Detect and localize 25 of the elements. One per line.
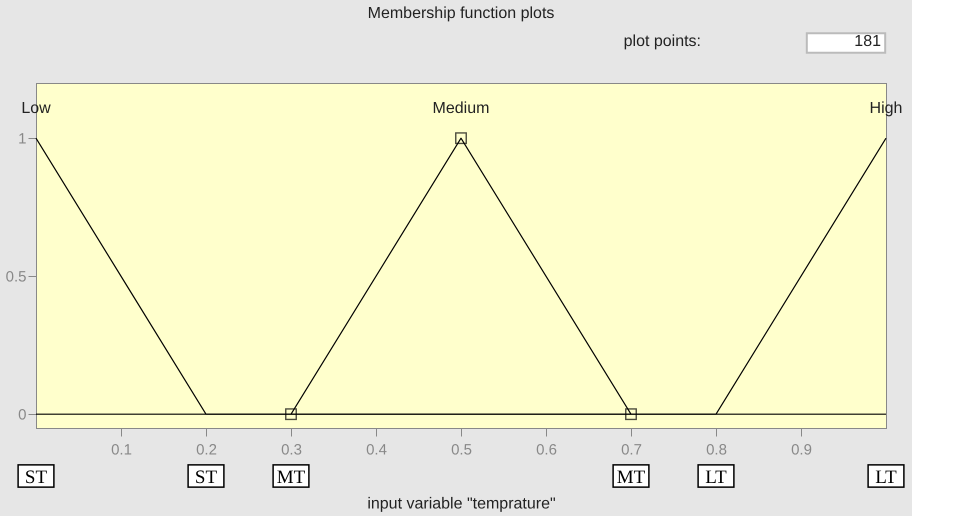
x-axis-title: input variable "temprature" bbox=[367, 496, 556, 512]
text: ST bbox=[24, 467, 48, 488]
x-tick-label: 0.7 bbox=[621, 442, 642, 458]
x-tick-label: 0.8 bbox=[706, 442, 727, 458]
x-tick-label: 0.6 bbox=[536, 442, 557, 458]
text: ST bbox=[194, 467, 218, 488]
x-tick-label: 0.3 bbox=[281, 442, 302, 458]
text: plot points: bbox=[624, 33, 701, 50]
text: MT bbox=[616, 467, 646, 488]
series-label: Low bbox=[21, 100, 52, 118]
x-tick-label: 0.1 bbox=[111, 442, 132, 458]
x-tick-label: 0.5 bbox=[451, 442, 472, 458]
x-tick-label: 0.9 bbox=[791, 442, 812, 458]
x-tick-label: 0.4 bbox=[366, 442, 387, 458]
series-label: High bbox=[870, 100, 902, 118]
series-label: Medium bbox=[432, 100, 490, 118]
chart-title: Membership function plots bbox=[368, 5, 554, 22]
text: MT bbox=[276, 467, 306, 488]
text: LT bbox=[875, 467, 898, 488]
x-tick-label: 0.2 bbox=[196, 442, 217, 458]
text: 181 bbox=[854, 33, 882, 50]
y-tick-label: 0 bbox=[18, 406, 26, 424]
y-tick-label: 1 bbox=[18, 130, 26, 148]
y-tick-label: 0.5 bbox=[6, 268, 26, 286]
text: LT bbox=[705, 467, 728, 488]
